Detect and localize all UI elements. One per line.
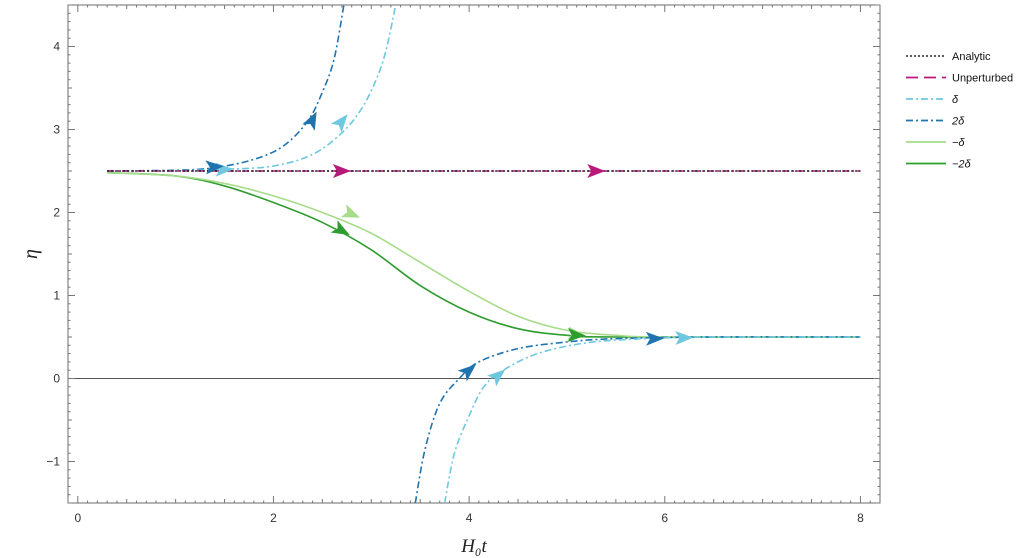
flow-arrow-delta [487,369,506,387]
series-line-delta [443,336,861,503]
flow-arrow-delta [675,331,694,346]
legend-label-delta: δ [952,94,959,106]
legend-label-analytic: Analytic [952,51,991,63]
flow-arrow-minus-2delta [330,220,350,236]
tick-labels-group: 0 2 4 6 8 −1 0 1 2 3 4 [46,40,864,526]
x-tick-label: 0 [74,511,81,525]
series-group [107,5,861,503]
legend-label-2delta: 2δ [951,116,965,128]
series-line-delta [107,5,397,172]
series-line-minus-2delta [107,171,861,338]
x-tick-label: 8 [857,511,864,525]
flow-arrow-unperturbed [587,164,606,178]
flow-arrow-minus-2delta [567,328,586,343]
flow-arrow-delta [330,114,348,133]
y-axis-title: η [20,249,42,259]
plot-frame [67,4,881,504]
series-line-minus-delta [107,171,861,338]
legend-label-minus-delta: −δ [952,137,965,149]
arrows-group [205,111,694,387]
legend-label-minus-2delta: −2δ [952,159,972,171]
y-tick-label: −1 [46,455,60,469]
flow-arrow-unperturbed [332,164,351,178]
y-tick-label: 4 [53,40,60,54]
x-tick-label: 6 [661,511,668,525]
flow-arrow-2delta [457,364,476,382]
x-tick-label: 2 [270,511,277,525]
legend: Analytic Unperturbed δ 2δ −δ −2δ [906,51,1013,171]
y-tick-label: 1 [53,289,60,303]
x-tick-label: 4 [466,511,473,525]
y-tick-label: 2 [53,206,60,220]
flow-arrow-2delta [302,111,317,131]
tick-marks-group [67,4,881,504]
flow-arrow-minus-delta [340,204,360,218]
x-axis-title: H₀t [460,536,487,557]
y-tick-label: 0 [53,372,60,386]
flow-arrow-2delta [205,160,224,175]
legend-label-unperturbed: Unperturbed [952,73,1013,85]
y-tick-label: 3 [53,123,60,137]
flow-arrow-2delta [645,331,664,346]
